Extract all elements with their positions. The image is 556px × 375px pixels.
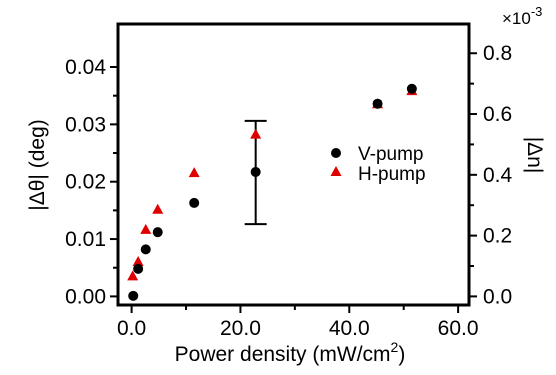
x-axis-label: Power density (mW/cm2)	[175, 339, 406, 366]
y2-tick-label: 0.8	[483, 42, 512, 65]
v-pump-point	[189, 197, 200, 208]
y2-exponent-base: ×10	[502, 9, 531, 28]
legend-marker-h-pump	[330, 166, 342, 176]
x-axis-label-close: )	[398, 343, 405, 366]
h-pump-point	[152, 203, 164, 214]
x-axis-label-sup: 2	[391, 339, 399, 355]
v-pump-point	[406, 83, 417, 94]
x-tick-label: 60.0	[438, 317, 479, 340]
legend-marker-v-pump	[331, 148, 341, 158]
plot-frame	[116, 22, 471, 307]
y-tick-label: 0.02	[65, 171, 106, 194]
v-pump-point	[128, 290, 139, 301]
y2-exponent-label: ×10-3	[502, 4, 542, 28]
y-tick-label: 0.01	[65, 228, 106, 251]
h-pump-point	[132, 255, 144, 266]
h-pump-point	[250, 128, 262, 139]
x-axis-label-main: Power density (mW/cm	[175, 343, 391, 366]
legend-label-h-pump: H-pump	[358, 164, 426, 185]
y2-exponent-power: -3	[531, 4, 543, 19]
v-pump-point	[140, 244, 151, 255]
v-pump-point	[133, 263, 144, 274]
y-tick-label: 0.00	[65, 285, 106, 308]
x-tick-label: 20.0	[220, 317, 261, 340]
h-pump-point	[127, 270, 139, 281]
y2-tick-label: 0.4	[483, 164, 513, 187]
h-pump-point	[140, 223, 152, 234]
y2-tick-label: 0.2	[483, 225, 512, 248]
legend-label-v-pump: V-pump	[358, 144, 423, 165]
legend: V-pump H-pump	[330, 144, 426, 185]
v-pump-point	[250, 166, 261, 177]
v-pump-point	[372, 98, 383, 109]
h-pump-point	[188, 167, 200, 178]
y2-axis-label: |Δn|	[523, 137, 546, 174]
y2-tick-label: 0.6	[483, 103, 512, 126]
y2-tick-label: 0.0	[483, 285, 512, 308]
y-tick-label: 0.03	[65, 113, 106, 136]
y-tick-label: 0.04	[65, 56, 106, 79]
v-pump-point	[152, 227, 163, 238]
y-axis-label: |Δθ| (deg)	[26, 119, 49, 210]
x-tick-label: 40.0	[329, 317, 370, 340]
x-tick-label: 0.0	[117, 317, 146, 340]
